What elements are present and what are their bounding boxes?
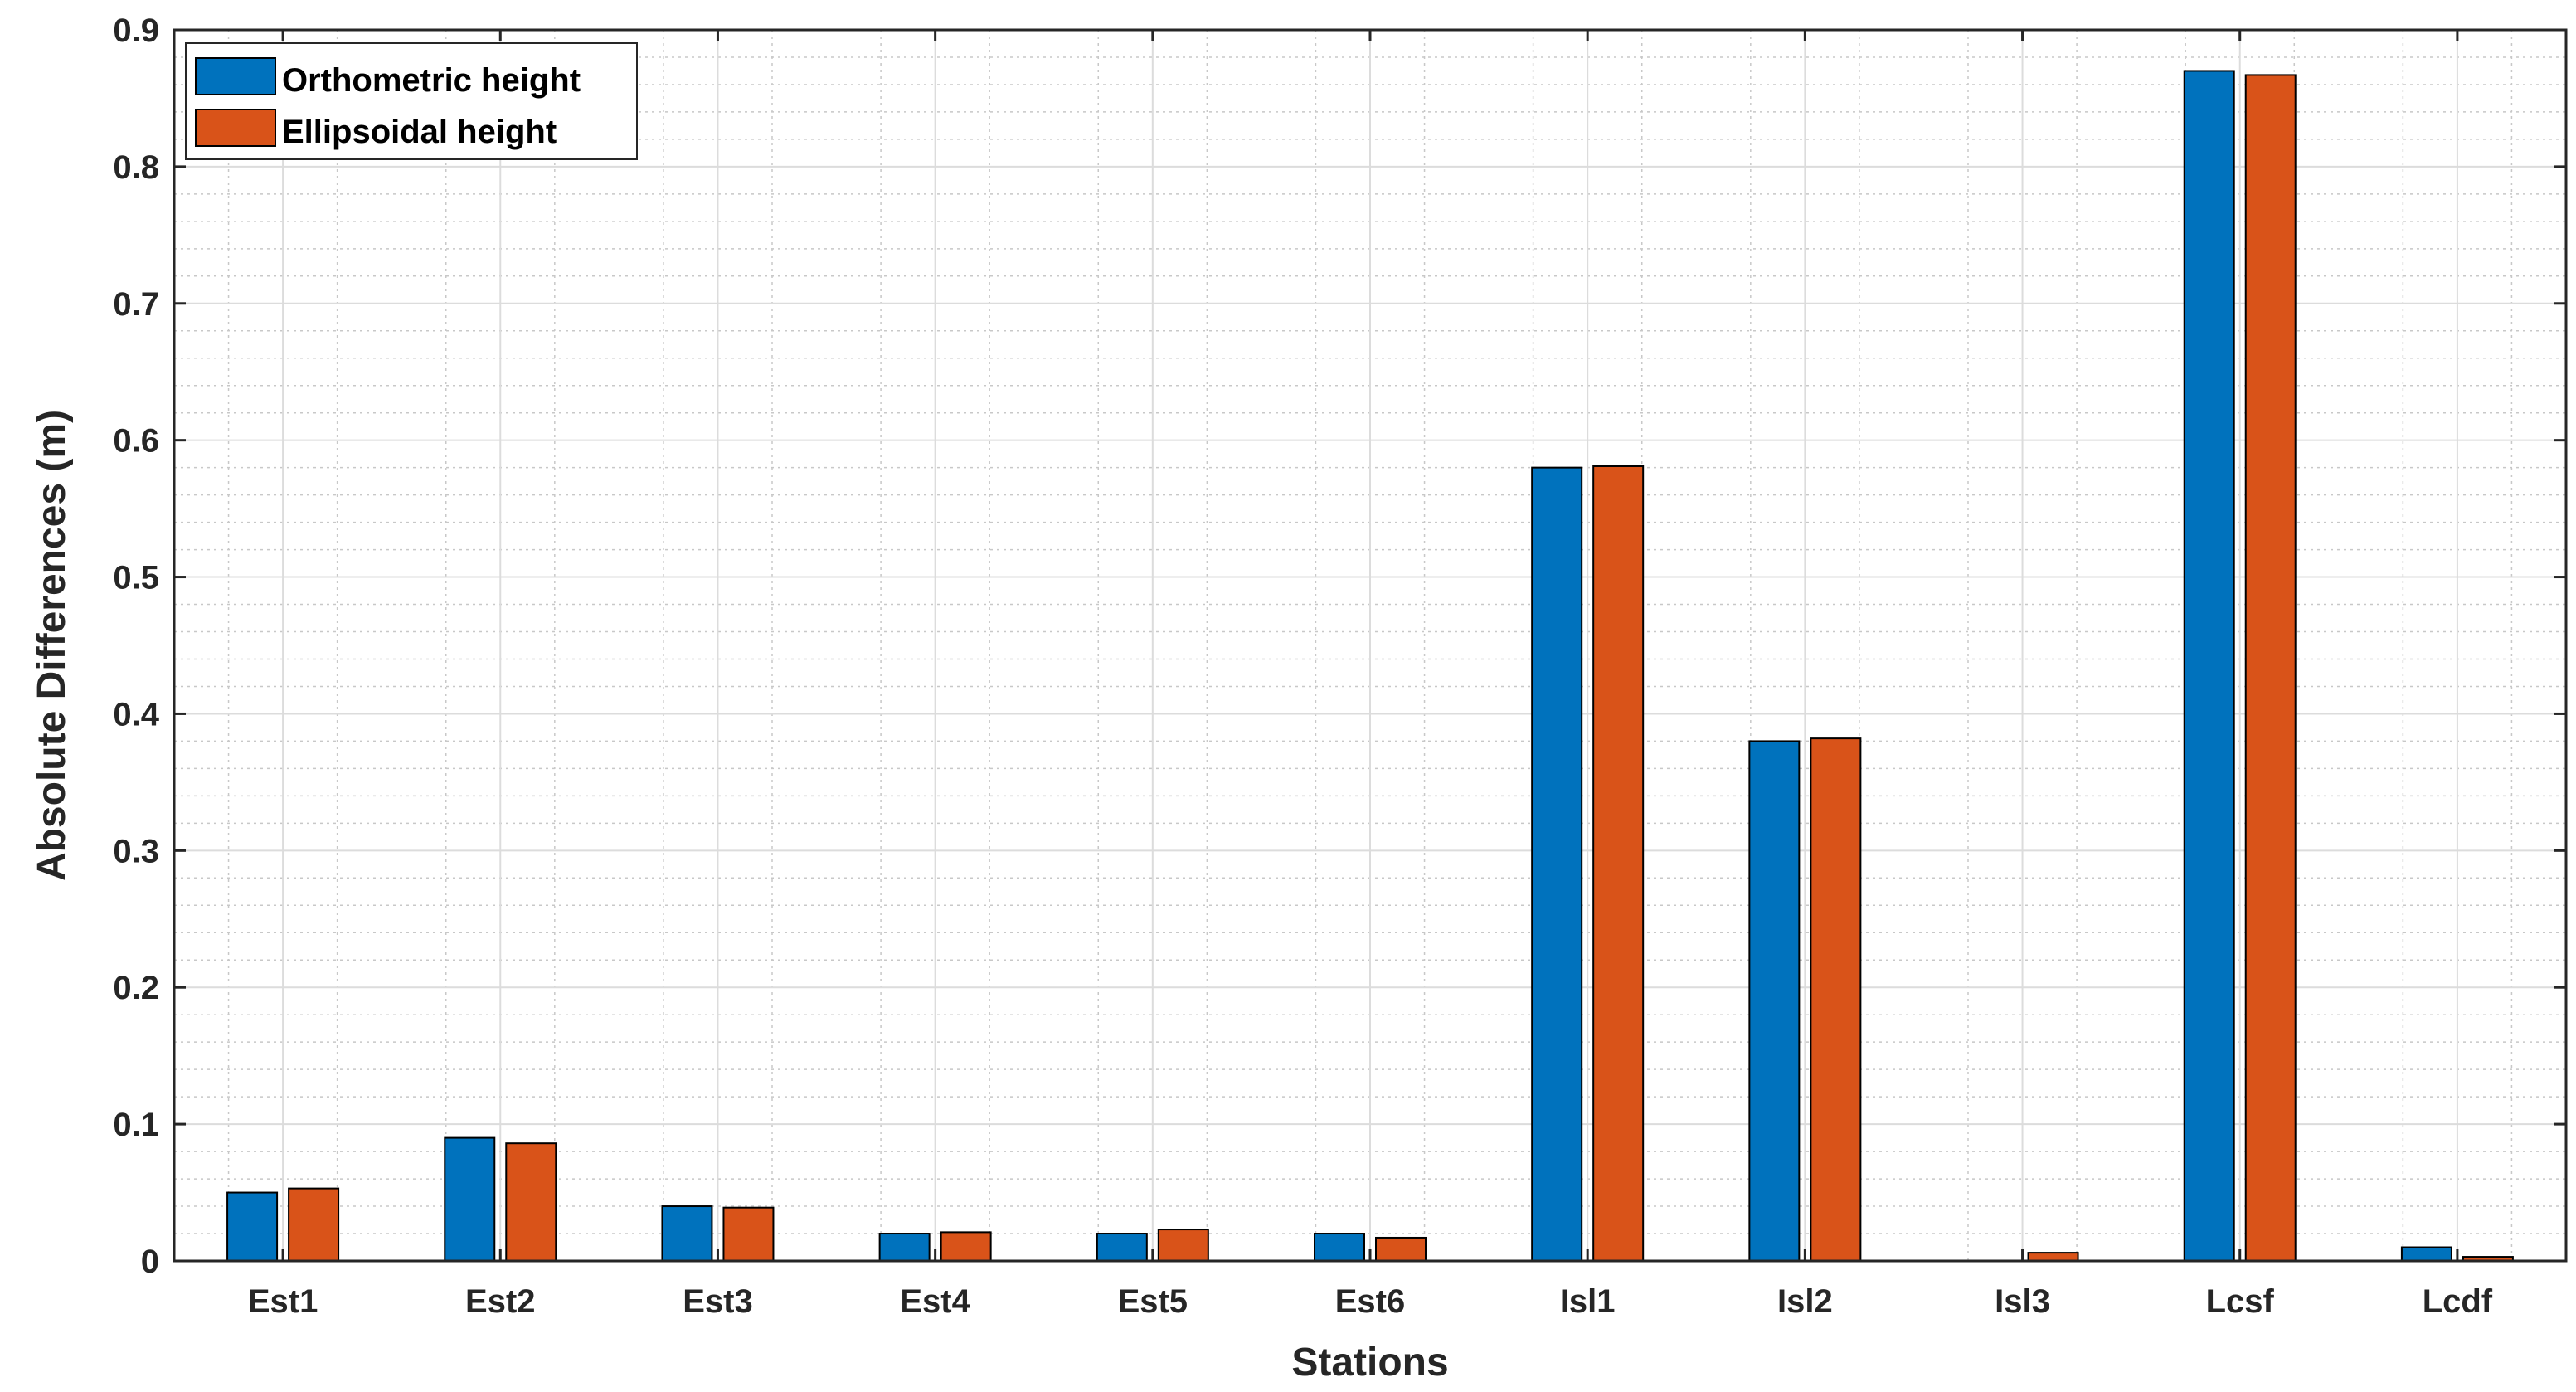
bar-orthometric-height-lcsf xyxy=(2183,70,2235,1262)
x-tick-labels: Est1 Est2 Est3 Est4 Est5 Est6 Isl1 Isl2 Isl3 Lcsf… xyxy=(248,1283,2493,1320)
bar-orthometric-height-est1 xyxy=(226,1191,279,1262)
x-tick-label: Est4 xyxy=(900,1283,970,1320)
y-axis-title: Absolute Differences (m) xyxy=(30,410,74,881)
y-tick-label: 0.6 xyxy=(113,423,159,460)
legend-label-orthometric: Orthometric height xyxy=(282,62,581,99)
bar-orthometric-height-est4 xyxy=(878,1233,931,1262)
x-tick-label: Est2 xyxy=(465,1283,536,1320)
x-tick-label: Isl1 xyxy=(1560,1283,1616,1320)
y-tick-label: 0.3 xyxy=(113,833,159,869)
x-tick-label: Isl3 xyxy=(1995,1283,2050,1320)
bar-orthometric-height-isl2 xyxy=(1748,740,1801,1262)
bar-ellipsoidal-height-est5 xyxy=(1157,1229,1209,1263)
x-tick-label: Lcdf xyxy=(2423,1283,2493,1320)
legend: Orthometric height Ellipsoidal height xyxy=(185,42,638,160)
x-tick-label: Est1 xyxy=(248,1283,318,1320)
legend-label-ellipsoidal: Ellipsoidal height xyxy=(282,114,557,150)
y-tick-label: 0.2 xyxy=(113,970,159,1006)
bar-ellipsoidal-height-est4 xyxy=(940,1231,992,1262)
bar-orthometric-height-est2 xyxy=(444,1136,496,1262)
y-tick-label: 0.5 xyxy=(113,560,159,596)
x-tick-label: Isl2 xyxy=(1777,1283,1833,1320)
bar-orthometric-height-est5 xyxy=(1096,1233,1148,1262)
bar-ellipsoidal-height-est1 xyxy=(288,1187,340,1262)
bar-ellipsoidal-height-lcsf xyxy=(2244,74,2297,1262)
bar-orthometric-height-est6 xyxy=(1314,1233,1365,1262)
y-tick-labels: 0 0.1 0.2 0.3 0.4 0.5 0.6 0.7 0.8 0.9 xyxy=(113,12,159,1280)
x-tick-label: Est5 xyxy=(1118,1283,1188,1320)
axis-ticks xyxy=(174,28,2566,1263)
y-tick-label: 0.1 xyxy=(113,1107,159,1143)
bar-orthometric-height-lcdf xyxy=(2400,1246,2452,1262)
legend-swatch-ellipsoidal xyxy=(195,109,276,147)
y-tick-label: 0 xyxy=(141,1244,159,1280)
bar-orthometric-height-isl1 xyxy=(1531,466,1583,1262)
x-tick-label: Lcsf xyxy=(2206,1283,2275,1320)
y-tick-label: 0.4 xyxy=(113,696,159,733)
legend-swatch-orthometric xyxy=(195,57,276,95)
bar-ellipsoidal-height-isl2 xyxy=(1810,737,1862,1262)
bar-ellipsoidal-height-est3 xyxy=(722,1206,775,1263)
bar-orthometric-height-est3 xyxy=(661,1205,713,1262)
x-axis-title: Stations xyxy=(1291,1341,1448,1385)
bars xyxy=(226,70,2514,1263)
y-tick-label: 0.8 xyxy=(113,149,159,186)
x-tick-label: Est6 xyxy=(1335,1283,1406,1320)
bar-ellipsoidal-height-est6 xyxy=(1375,1236,1427,1262)
x-tick-label: Est3 xyxy=(683,1283,753,1320)
bar-ellipsoidal-height-isl1 xyxy=(1592,465,1645,1262)
bar-ellipsoidal-height-est2 xyxy=(505,1142,557,1262)
y-tick-label: 0.9 xyxy=(113,12,159,49)
y-tick-label: 0.7 xyxy=(113,286,159,323)
